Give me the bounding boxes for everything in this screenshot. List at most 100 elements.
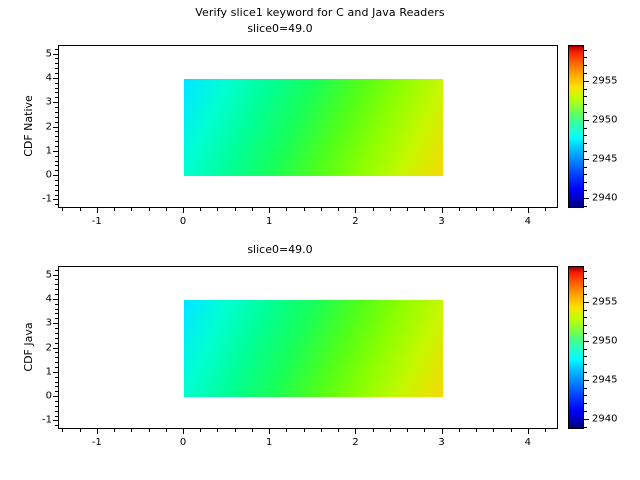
x-major-tick (355, 429, 357, 434)
x-minor-tick (476, 208, 478, 211)
x-tick-label: 1 (266, 216, 273, 227)
y-minor-tick (55, 82, 58, 84)
colorbar-minor-tick (584, 270, 587, 272)
y-tick-label: 3 (45, 317, 52, 329)
colorbar-major-tick (584, 158, 589, 160)
y-tick-label: -1 (42, 193, 52, 205)
colorbar-major-tick (584, 379, 589, 381)
colorbar-tick-label: 2940 (592, 192, 618, 204)
y-minor-tick (55, 204, 58, 206)
y-minor-tick (55, 284, 58, 286)
y-minor-tick (55, 111, 58, 113)
x-minor-tick (148, 429, 150, 432)
x-minor-tick (131, 429, 133, 432)
x-minor-tick (79, 208, 81, 211)
x-minor-tick (148, 208, 150, 211)
plot-panel-cdf-native: slice0=49.0 CDF Native -1 0 1 2 3 4 -1 0 1 2 3 4 5 29… (0, 22, 640, 237)
y-minor-tick (55, 97, 58, 99)
y-major-tick (53, 347, 58, 349)
y-minor-tick (55, 269, 58, 271)
colorbar-minor-tick (584, 182, 587, 184)
y-minor-tick (55, 381, 58, 383)
y-minor-tick (55, 160, 58, 162)
y-minor-tick (55, 141, 58, 143)
y-minor-tick (55, 362, 58, 364)
x-minor-tick (286, 208, 288, 211)
y-major-tick (53, 126, 58, 128)
colorbar-major-tick (584, 197, 589, 199)
y-minor-tick (55, 121, 58, 123)
x-minor-tick (217, 208, 219, 211)
colorbar-minor-tick (584, 333, 587, 335)
y-minor-tick (55, 313, 58, 315)
x-minor-tick (303, 208, 305, 211)
x-tick-label: -1 (91, 216, 102, 227)
colorbar-minor-tick (584, 395, 587, 397)
x-tick-label: 2 (352, 437, 359, 448)
y-tick-label: 1 (45, 145, 52, 157)
colorbar-minor-tick (584, 135, 587, 137)
colorbar-minor-tick (584, 309, 587, 311)
y-minor-tick (55, 165, 58, 167)
x-minor-tick (165, 429, 167, 432)
x-major-tick (269, 208, 271, 213)
y-tick-label: 2 (45, 342, 52, 353)
x-minor-tick (234, 429, 236, 432)
colorbar-minor-tick (584, 49, 587, 51)
y-minor-tick (55, 401, 58, 403)
y-tick-label: 5 (45, 48, 52, 59)
x-tick-label: 4 (524, 437, 531, 448)
x-minor-tick (320, 429, 322, 432)
x-major-tick (527, 208, 529, 213)
axes-cdf-java[interactable] (58, 266, 558, 429)
colorbar-minor-tick (584, 356, 587, 358)
y-minor-tick (55, 391, 58, 393)
colorbar-tick-label: 2940 (592, 413, 618, 425)
y-minor-tick (55, 318, 58, 320)
colorbar-minor-tick (584, 166, 587, 168)
y-minor-tick (55, 328, 58, 330)
x-major-tick (355, 208, 357, 213)
x-major-tick (269, 429, 271, 434)
colorbar-minor-tick (584, 325, 587, 327)
colorbar-minor-tick (584, 372, 587, 374)
y-major-tick (53, 102, 58, 104)
colorbar-minor-tick (584, 426, 587, 428)
colorbar-minor-tick (584, 127, 587, 129)
x-minor-tick (493, 429, 495, 432)
y-major-tick (53, 175, 58, 177)
y-minor-tick (55, 92, 58, 94)
y-major-tick (53, 150, 58, 152)
y-minor-tick (55, 72, 58, 74)
colorbar-major-tick (584, 340, 589, 342)
heatmap-gradient (184, 78, 443, 177)
y-minor-tick (55, 337, 58, 339)
x-major-tick (441, 429, 443, 434)
panel-title-cdf-java: slice0=49.0 (247, 243, 313, 256)
y-minor-tick (55, 180, 58, 182)
y-minor-tick (55, 63, 58, 65)
x-minor-tick (62, 208, 64, 211)
y-tick-label: 1 (45, 366, 52, 378)
y-minor-tick (55, 376, 58, 378)
colorbar-minor-tick (584, 174, 587, 176)
colorbar-minor-tick (584, 205, 587, 207)
y-tick-label: 4 (45, 72, 52, 84)
x-tick-label: 0 (179, 437, 187, 448)
y-major-tick (53, 274, 58, 276)
y-minor-tick (55, 425, 58, 427)
colorbar-major-tick (584, 418, 589, 420)
x-minor-tick (545, 208, 547, 211)
colorbar-minor-tick (584, 143, 587, 145)
x-minor-tick (458, 208, 460, 211)
x-minor-tick (286, 429, 288, 432)
y-minor-tick (55, 136, 58, 138)
x-minor-tick (320, 208, 322, 211)
x-minor-tick (458, 429, 460, 432)
y-minor-tick (55, 386, 58, 388)
x-minor-tick (338, 429, 340, 432)
y-minor-tick (55, 87, 58, 89)
colorbar-cdf-java (568, 266, 584, 429)
x-minor-tick (389, 208, 391, 211)
axes-cdf-native[interactable] (58, 45, 558, 208)
